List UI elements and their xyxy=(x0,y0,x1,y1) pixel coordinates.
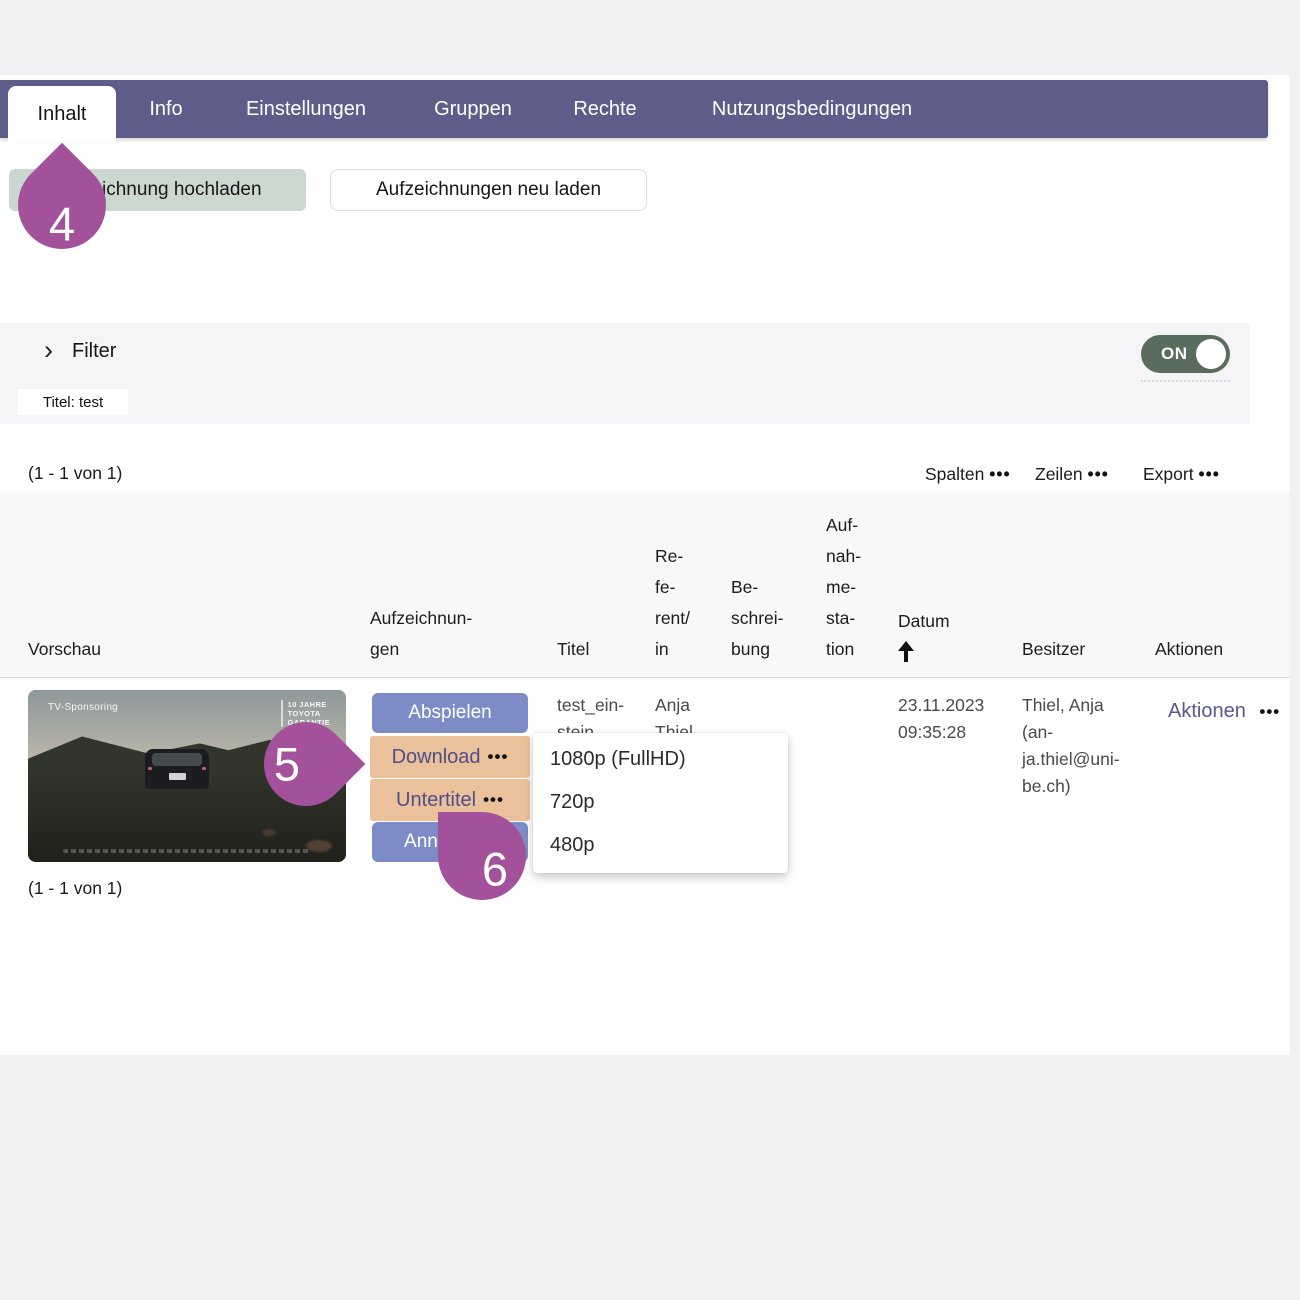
filter-panel xyxy=(0,323,1250,424)
filter-toggle-knob[interactable] xyxy=(1196,339,1226,369)
filter-toggle-underline xyxy=(1141,380,1230,382)
car-taillight xyxy=(148,767,153,771)
tab-gruppen[interactable]: Gruppen xyxy=(434,97,512,120)
columns-menu-dots-icon[interactable]: ••• xyxy=(989,464,1011,484)
filter-chip-label: Titel: test xyxy=(42,393,104,411)
step-callout-4-number: 4 xyxy=(48,197,76,251)
play-button-label: Abspielen xyxy=(408,702,492,723)
header-aufzeichnungen: Aufzeichnun- gen xyxy=(370,608,473,659)
rows-menu-label: Zeilen xyxy=(1035,464,1083,484)
teardrop-marker-icon xyxy=(246,704,366,824)
reload-recordings-label: Aufzeichnungen neu laden xyxy=(375,179,602,200)
subtitles-dots-icon[interactable]: ••• xyxy=(483,790,504,809)
top-nav: Inhalt Info Einstellungen Gruppen Rechte… xyxy=(0,80,1268,142)
filter-label[interactable]: Filter xyxy=(72,340,117,362)
dropdown-item-720p[interactable]: 720p xyxy=(550,791,595,813)
columns-menu[interactable]: Spalten ••• xyxy=(925,464,1011,485)
car-taillight xyxy=(202,767,207,771)
header-referent[interactable]: Re- fe- rent/ in xyxy=(655,546,691,659)
header-datum-label: Datum xyxy=(898,611,950,631)
header-aktionen: Aktionen xyxy=(1155,639,1224,659)
step-callout-5-number: 5 xyxy=(273,737,301,791)
result-count-bottom: (1 - 1 von 1) xyxy=(28,878,123,898)
filter-toggle[interactable]: ON xyxy=(1141,335,1230,373)
tab-rechte[interactable]: Rechte xyxy=(573,97,637,120)
dropdown-item-1080p[interactable]: 1080p (FullHD) xyxy=(550,748,686,770)
reload-recordings-button[interactable]: Aufzeichnungen neu laden xyxy=(330,169,647,211)
car-window xyxy=(152,753,203,767)
thumbnail-caption-left: TV-Sponsoring xyxy=(48,702,119,713)
header-besitzer[interactable]: Besitzer xyxy=(1022,639,1086,659)
cell-datum: 23.11.2023 09:35:28 xyxy=(898,695,985,742)
tab-info[interactable]: Info xyxy=(149,97,183,120)
subtitles-button-label: Untertitel xyxy=(396,788,477,811)
step-callout-6-number: 6 xyxy=(481,842,509,896)
step-callout-5: 5 xyxy=(246,704,366,824)
dropdown-item-480p[interactable]: 480p xyxy=(550,834,595,856)
step-callout-4: 4 xyxy=(0,142,125,268)
car-graphic xyxy=(145,743,210,790)
columns-menu-label: Spalten xyxy=(925,464,985,484)
thumbnail-fineprint xyxy=(62,849,311,853)
export-menu-dots-icon[interactable]: ••• xyxy=(1198,464,1220,484)
thumbnail-rock xyxy=(306,840,332,852)
rows-menu[interactable]: Zeilen ••• xyxy=(1035,464,1109,485)
row-actions-label: Aktionen xyxy=(1168,700,1246,722)
play-button[interactable]: Abspielen xyxy=(372,693,528,733)
tab-einstellungen[interactable]: Einstellungen xyxy=(245,97,367,120)
sort-arrow-stem xyxy=(904,649,908,662)
header-datum[interactable]: Datum xyxy=(898,606,950,665)
filter-toggle-label: ON xyxy=(1161,344,1188,363)
filter-expand-icon[interactable]: › xyxy=(44,335,53,365)
tab-inhalt[interactable]: Inhalt xyxy=(8,86,116,142)
upload-recording-label: Aufzeichnung hochladen xyxy=(53,179,262,200)
rows-menu-dots-icon[interactable]: ••• xyxy=(1087,464,1109,484)
download-button[interactable]: Download ••• xyxy=(370,736,530,778)
teardrop-marker-icon xyxy=(438,812,526,900)
header-beschreibung[interactable]: Be- schrei- bung xyxy=(731,577,784,659)
tab-nutzungsbedingungen[interactable]: Nutzungsbedingungen xyxy=(711,97,913,120)
result-count-top: (1 - 1 von 1) xyxy=(28,463,123,483)
download-button-label: Download xyxy=(391,745,481,768)
header-titel[interactable]: Titel xyxy=(557,639,590,659)
export-menu-label: Export xyxy=(1143,464,1194,484)
car-license-plate xyxy=(169,773,187,781)
header-aufnahmestation[interactable]: Auf- nah- me- sta- tion xyxy=(826,515,862,659)
thumbnail-rock xyxy=(262,829,276,836)
filter-chip-titel[interactable]: Titel: test xyxy=(18,389,128,415)
step-callout-6: 6 xyxy=(438,812,526,900)
table-header: Vorschau Aufzeichnun- gen Titel Re- fe- … xyxy=(0,492,1290,678)
tab-inhalt-label: Inhalt xyxy=(37,102,87,125)
row-actions-menu[interactable]: Aktionen ••• xyxy=(1168,700,1280,723)
cell-besitzer: Thiel, Anja (an- ja.thiel@uni- be.ch) xyxy=(1022,695,1120,796)
export-menu[interactable]: Export ••• xyxy=(1143,464,1220,485)
header-vorschau: Vorschau xyxy=(28,639,101,659)
sort-ascending-icon[interactable] xyxy=(898,641,914,665)
row-actions-dots-icon[interactable]: ••• xyxy=(1259,702,1281,721)
download-resolution-dropdown: 1080p (FullHD) 720p 480p xyxy=(533,733,788,873)
download-dots-icon[interactable]: ••• xyxy=(487,747,509,766)
sort-arrow-head xyxy=(898,641,914,651)
